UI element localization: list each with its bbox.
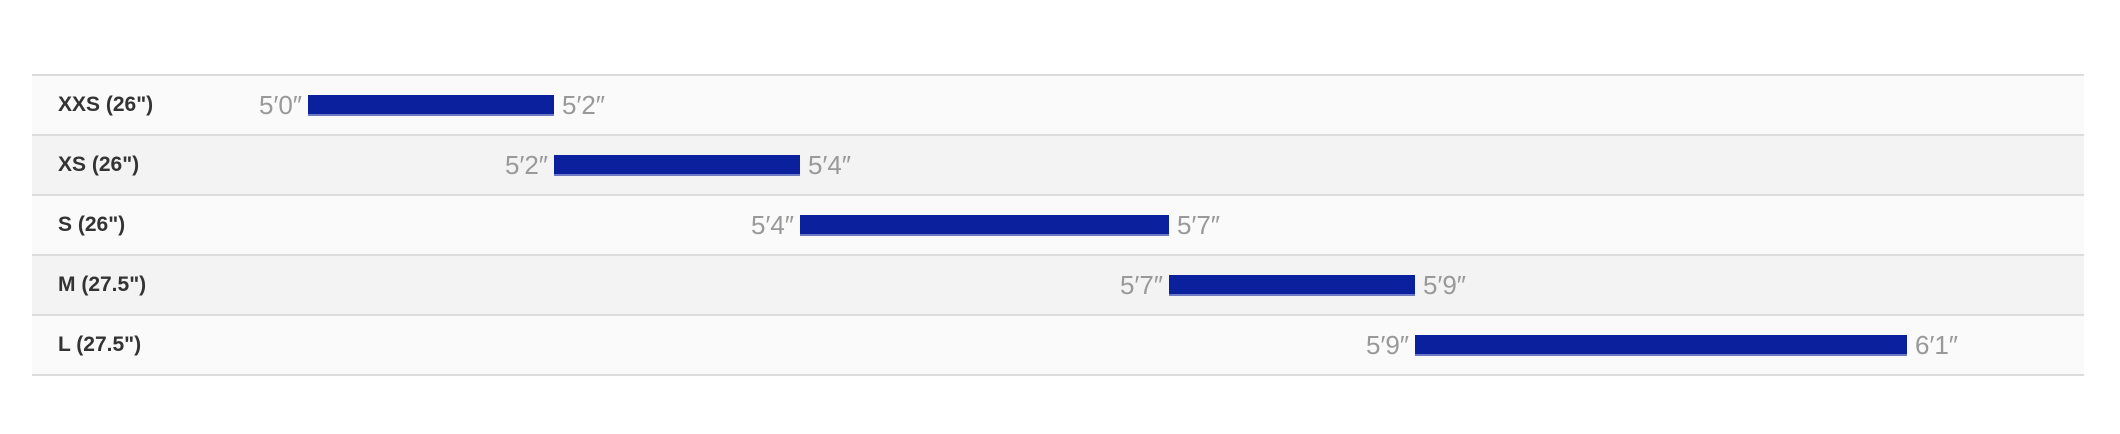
size-label: L (27.5") xyxy=(58,333,142,356)
height-range-bar xyxy=(1415,335,1907,356)
max-height-label: 5′7″ xyxy=(1177,210,1220,240)
max-height-label: 5′2″ xyxy=(562,90,605,120)
max-height-label: 5′9″ xyxy=(1423,270,1466,300)
size-label: M (27.5") xyxy=(58,273,147,296)
size-chart-table: XXS (26") 5′0″ 5′2″ XS (26") 5′2″ 5′4″ S (26")… xyxy=(32,74,2084,376)
min-height-label: 5′4″ xyxy=(751,210,794,240)
size-row: S (26") 5′4″ 5′7″ xyxy=(32,196,2084,256)
height-range-bar xyxy=(554,155,800,176)
height-range-bar xyxy=(800,215,1169,236)
min-height-label: 5′2″ xyxy=(505,150,548,180)
min-height-label: 5′0″ xyxy=(259,90,302,120)
size-row: XS (26") 5′2″ 5′4″ xyxy=(32,136,2084,196)
size-row: M (27.5") 5′7″ 5′9″ xyxy=(32,256,2084,316)
min-height-label: 5′7″ xyxy=(1120,270,1163,300)
height-range-bar xyxy=(1169,275,1415,296)
size-label: XS (26") xyxy=(58,153,140,176)
min-height-label: 5′9″ xyxy=(1366,330,1409,360)
size-row: L (27.5") 5′9″ 6′1″ xyxy=(32,316,2084,376)
size-row: XXS (26") 5′0″ 5′2″ xyxy=(32,76,2084,136)
max-height-label: 5′4″ xyxy=(808,150,851,180)
size-label: XXS (26") xyxy=(58,93,154,116)
size-label: S (26") xyxy=(58,213,126,236)
max-height-label: 6′1″ xyxy=(1915,330,1958,360)
height-range-bar xyxy=(308,95,554,116)
